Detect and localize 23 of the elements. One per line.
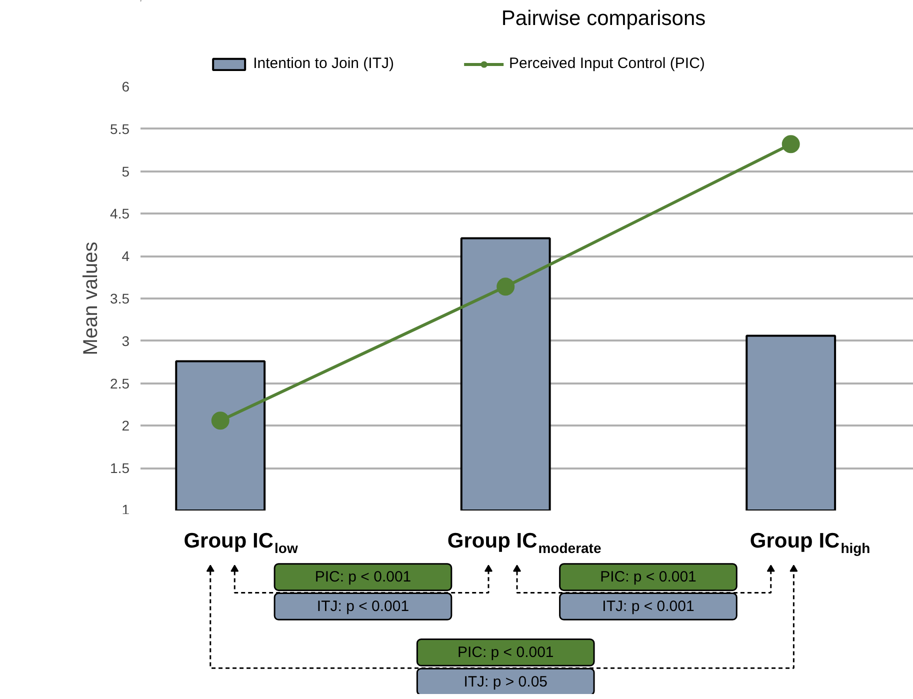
text: ITJ: p < 0.001 <box>602 598 694 615</box>
y-tick-label: 5 <box>122 163 130 180</box>
text: PIC: p < 0.001 <box>314 568 412 586</box>
text: PIC: p < 0.001 <box>600 568 696 586</box>
y-tick-label: 1.5 <box>110 460 130 476</box>
y-tick-label: 4.5 <box>110 206 130 222</box>
legend-label: Intention to Join (ITJ) <box>253 55 394 72</box>
text: ITJ: p < 0.001 <box>316 598 410 615</box>
y-tick-label: 5.5 <box>110 120 130 137</box>
point <box>211 412 230 430</box>
y-tick-label: 3.5 <box>110 290 130 306</box>
chart-title: Pairwise comparisons <box>501 7 706 30</box>
y-tick-label: 2 <box>122 418 130 434</box>
y-tick-label: 3 <box>122 332 130 349</box>
y-tick-label: 6 <box>122 78 130 94</box>
y-axis-title: Mean values <box>80 242 102 356</box>
point <box>496 278 515 296</box>
text: PIC: p < 0.001 <box>457 644 554 661</box>
text: ITJ: p > 0.05 <box>464 673 548 690</box>
y-tick-label: 4 <box>122 248 130 264</box>
y-tick-label: 2.5 <box>110 375 130 392</box>
point <box>782 135 800 154</box>
legend-label: Perceived Input Control (PIC) <box>508 55 705 72</box>
